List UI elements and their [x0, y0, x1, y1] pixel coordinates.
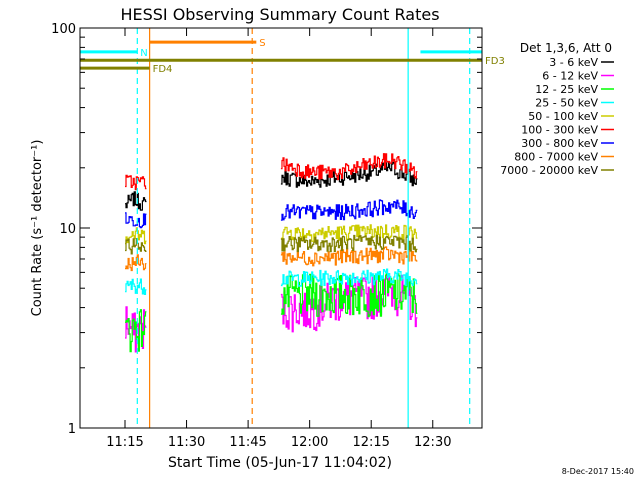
flag-label-3: FD4	[153, 64, 173, 75]
series-line-7-0	[125, 254, 147, 272]
series-line-6-0	[125, 212, 147, 229]
series-line-2-0	[125, 309, 147, 353]
series-line-5-0	[125, 174, 147, 191]
legend-label-8: 7000 - 20000 keV	[500, 164, 598, 177]
flag-label-0: S	[259, 38, 265, 49]
x-axis-label: Start Time (05-Jun-17 11:04:02)	[168, 455, 392, 471]
y-axis: 1 10 100	[51, 22, 482, 437]
series-line-5-1	[280, 153, 418, 181]
series-line-3-0	[125, 278, 147, 295]
legend-label-6: 300 - 800 keV	[521, 137, 598, 150]
y-tick-label-1: 10	[59, 222, 76, 237]
legend-label-5: 100 - 300 keV	[521, 124, 598, 137]
x-tick-label-4: 12:15	[352, 435, 389, 450]
x-tick-label-1: 11:30	[168, 435, 205, 450]
x-tick-label-0: 11:15	[106, 435, 143, 450]
footer-timestamp: 8-Dec-2017 15:40	[562, 467, 634, 476]
chart-title: HESSI Observing Summary Count Rates	[120, 5, 439, 24]
y-tick-label-0: 1	[68, 422, 76, 437]
x-tick-label-2: 11:45	[229, 435, 266, 450]
legend-label-4: 50 - 100 keV	[528, 110, 598, 123]
x-axis: 11:15 11:30 11:45 12:00 12:15 12:30	[106, 28, 451, 450]
legend-label-3: 25 - 50 keV	[535, 97, 598, 110]
legend-label-0: 3 - 6 keV	[549, 56, 598, 69]
legend-title: Det 1,3,6, Att 0	[520, 41, 612, 55]
series-line-8-0	[125, 238, 147, 255]
x-tick-label-5: 12:30	[414, 435, 451, 450]
y-axis-label: Count Rate (s⁻¹ detector⁻¹)	[30, 140, 45, 317]
series-line-3-1	[280, 268, 418, 287]
series-line-6-1	[280, 199, 418, 221]
plot-area: S N FD3 FD4	[80, 28, 505, 428]
legend-label-7: 800 - 7000 keV	[514, 151, 598, 164]
series-line-4-1	[280, 224, 418, 242]
flag-label-2: FD3	[485, 56, 505, 67]
legend-label-1: 6 - 12 keV	[542, 70, 598, 83]
y-tick-label-2: 100	[51, 22, 76, 37]
legend-label-2: 12 - 25 keV	[535, 83, 598, 96]
series-line-0-0	[125, 191, 147, 211]
series-line-7-1	[280, 246, 418, 267]
flag-label-1: N	[140, 48, 147, 59]
x-tick-label-3: 12:00	[291, 435, 328, 450]
series-line-8-1	[280, 234, 418, 253]
